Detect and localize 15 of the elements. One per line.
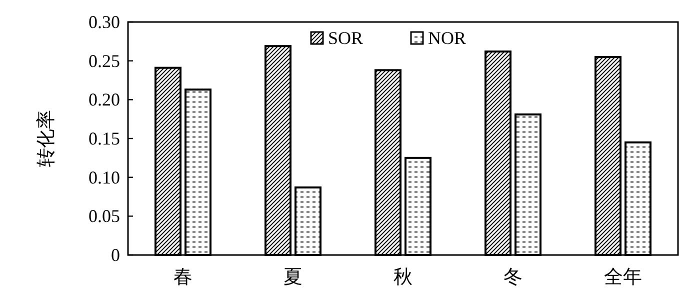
x-tick-label: 冬 bbox=[504, 267, 522, 288]
x-tick-label: 秋 bbox=[394, 267, 412, 288]
x-tick-label: 春 bbox=[174, 267, 192, 288]
legend-label: NOR bbox=[428, 28, 466, 48]
y-tick-label: 0.15 bbox=[88, 128, 120, 148]
y-tick-label: 0.10 bbox=[88, 167, 120, 188]
y-tick-label: 0.05 bbox=[88, 206, 120, 226]
y-tick-label: 0.25 bbox=[88, 50, 120, 71]
x-tick-label: 全年 bbox=[604, 267, 642, 288]
y-tick-label: 0 bbox=[111, 245, 120, 265]
x-tick-label: 夏 bbox=[284, 267, 302, 288]
y-tick-label: 0.30 bbox=[88, 12, 120, 32]
y-axis-title: 转化率 bbox=[35, 110, 57, 167]
legend-label: SOR bbox=[328, 28, 364, 48]
y-tick-label: 0.20 bbox=[88, 90, 120, 110]
